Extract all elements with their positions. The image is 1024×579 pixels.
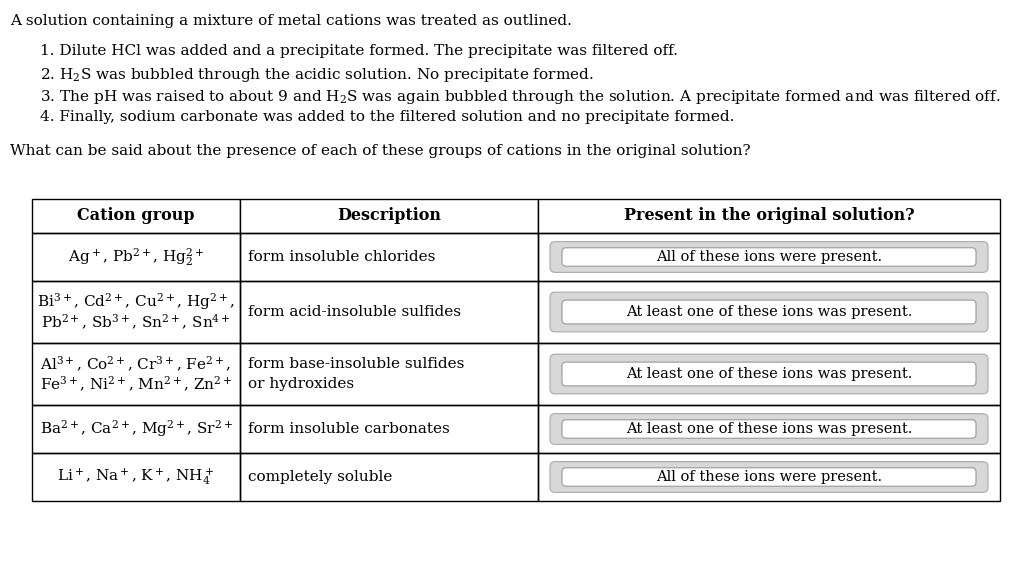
Text: Li$^+$, Na$^+$, K$^+$, NH$_4^+$: Li$^+$, Na$^+$, K$^+$, NH$_4^+$ bbox=[57, 467, 215, 488]
FancyBboxPatch shape bbox=[550, 354, 988, 394]
FancyBboxPatch shape bbox=[562, 248, 976, 266]
Text: 1. Dilute HCl was added and a precipitate formed. The precipitate was filtered o: 1. Dilute HCl was added and a precipitat… bbox=[40, 44, 678, 58]
FancyBboxPatch shape bbox=[550, 461, 988, 492]
Text: form base-insoluble sulfides: form base-insoluble sulfides bbox=[248, 357, 464, 371]
Text: All of these ions were present.: All of these ions were present. bbox=[656, 470, 882, 484]
Text: What can be said about the presence of each of these groups of cations in the or: What can be said about the presence of e… bbox=[10, 144, 751, 158]
Bar bbox=[32, 343, 240, 405]
Bar bbox=[240, 199, 538, 233]
Text: All of these ions were present.: All of these ions were present. bbox=[656, 250, 882, 264]
Bar bbox=[32, 453, 240, 501]
Bar bbox=[32, 281, 240, 343]
Text: Ag$^+$, Pb$^{2+}$, Hg$_2^{2+}$: Ag$^+$, Pb$^{2+}$, Hg$_2^{2+}$ bbox=[68, 246, 204, 268]
Text: Cation group: Cation group bbox=[77, 207, 195, 225]
FancyBboxPatch shape bbox=[562, 362, 976, 386]
FancyBboxPatch shape bbox=[562, 300, 976, 324]
Bar bbox=[240, 453, 538, 501]
FancyBboxPatch shape bbox=[562, 420, 976, 438]
Text: Present in the original solution?: Present in the original solution? bbox=[624, 207, 914, 225]
Text: form insoluble carbonates: form insoluble carbonates bbox=[248, 422, 450, 436]
Text: Pb$^{2+}$, Sb$^{3+}$, Sn$^{2+}$, Sn$^{4+}$: Pb$^{2+}$, Sb$^{3+}$, Sn$^{2+}$, Sn$^{4+… bbox=[41, 312, 230, 332]
Bar bbox=[240, 405, 538, 453]
Bar bbox=[538, 343, 1000, 405]
Bar bbox=[240, 233, 538, 281]
Bar bbox=[538, 405, 1000, 453]
Bar bbox=[32, 233, 240, 281]
FancyBboxPatch shape bbox=[550, 292, 988, 332]
Text: At least one of these ions was present.: At least one of these ions was present. bbox=[626, 422, 912, 436]
Text: At least one of these ions was present.: At least one of these ions was present. bbox=[626, 367, 912, 381]
FancyBboxPatch shape bbox=[562, 468, 976, 486]
Bar bbox=[538, 199, 1000, 233]
Bar bbox=[538, 281, 1000, 343]
Bar bbox=[538, 233, 1000, 281]
Text: Bi$^{3+}$, Cd$^{2+}$, Cu$^{2+}$, Hg$^{2+}$,: Bi$^{3+}$, Cd$^{2+}$, Cu$^{2+}$, Hg$^{2+… bbox=[37, 292, 234, 313]
Text: Ba$^{2+}$, Ca$^{2+}$, Mg$^{2+}$, Sr$^{2+}$: Ba$^{2+}$, Ca$^{2+}$, Mg$^{2+}$, Sr$^{2+… bbox=[40, 419, 232, 439]
Text: 2. H$_2$S was bubbled through the acidic solution. No precipitate formed.: 2. H$_2$S was bubbled through the acidic… bbox=[40, 66, 594, 84]
Bar bbox=[240, 343, 538, 405]
Bar bbox=[538, 453, 1000, 501]
Text: 3. The pH was raised to about 9 and H$_2$S was again bubbled through the solutio: 3. The pH was raised to about 9 and H$_2… bbox=[40, 88, 1000, 106]
Text: completely soluble: completely soluble bbox=[248, 470, 392, 484]
Text: Fe$^{3+}$, Ni$^{2+}$, Mn$^{2+}$, Zn$^{2+}$: Fe$^{3+}$, Ni$^{2+}$, Mn$^{2+}$, Zn$^{2+… bbox=[40, 375, 232, 394]
Bar bbox=[240, 281, 538, 343]
Text: 4. Finally, sodium carbonate was added to the filtered solution and no precipita: 4. Finally, sodium carbonate was added t… bbox=[40, 110, 734, 124]
Text: or hydroxides: or hydroxides bbox=[248, 377, 354, 391]
Text: Description: Description bbox=[337, 207, 441, 225]
Text: form acid-insoluble sulfides: form acid-insoluble sulfides bbox=[248, 305, 461, 319]
FancyBboxPatch shape bbox=[550, 413, 988, 444]
Bar bbox=[32, 199, 240, 233]
FancyBboxPatch shape bbox=[550, 241, 988, 272]
Text: A solution containing a mixture of metal cations was treated as outlined.: A solution containing a mixture of metal… bbox=[10, 14, 571, 28]
Bar bbox=[32, 405, 240, 453]
Text: Al$^{3+}$, Co$^{2+}$, Cr$^{3+}$, Fe$^{2+}$,: Al$^{3+}$, Co$^{2+}$, Cr$^{3+}$, Fe$^{2+… bbox=[40, 354, 231, 373]
Text: At least one of these ions was present.: At least one of these ions was present. bbox=[626, 305, 912, 319]
Text: form insoluble chlorides: form insoluble chlorides bbox=[248, 250, 435, 264]
